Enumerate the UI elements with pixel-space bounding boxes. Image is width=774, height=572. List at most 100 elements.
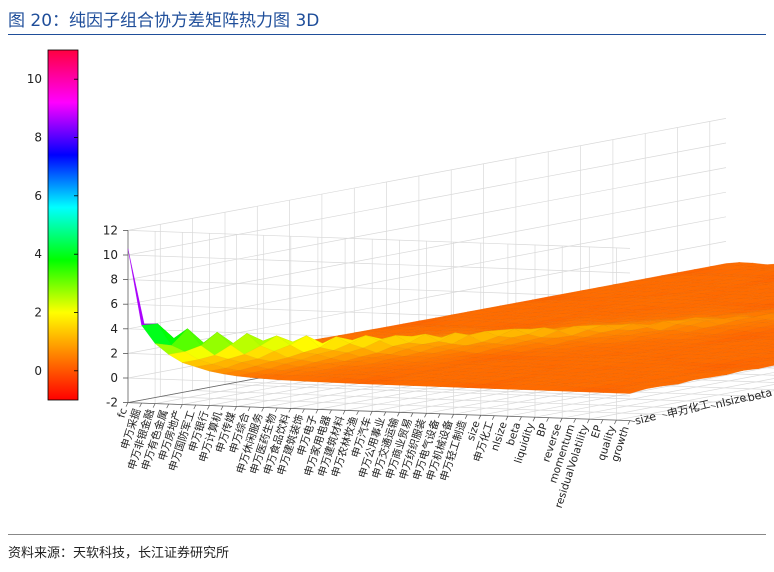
surface-mesh (127, 248, 774, 394)
grid-line (127, 241, 727, 354)
x-tick-mark (424, 413, 427, 418)
x-tick-mark (586, 418, 590, 424)
y-tick-mark (694, 408, 700, 410)
x-tick-label: BP (535, 422, 551, 439)
y-tick-mark (662, 414, 668, 416)
x-tick-mark (179, 404, 183, 409)
x-tick-mark (220, 405, 224, 411)
grid-line (127, 191, 727, 305)
frame-line (127, 402, 631, 421)
x-tick-mark (627, 420, 631, 425)
grid-line (127, 254, 631, 274)
caption-rule (8, 34, 766, 35)
colorbar-tick-label: 2 (34, 306, 42, 320)
y-tick-label: nlsize (714, 391, 748, 411)
colorbar-tick-label: 4 (34, 247, 42, 261)
x-tick-mark (274, 407, 278, 413)
y-tick-mark (629, 420, 636, 422)
x-tick-mark (288, 408, 292, 413)
colorbar-ticks: 0 2 4 6 8 10 (27, 72, 78, 378)
grid-line (224, 384, 728, 403)
grid-line (127, 142, 727, 256)
x-tick-mark (437, 413, 441, 418)
surface-cell (769, 352, 774, 355)
source-rule (8, 534, 766, 535)
x-tick-mark (464, 414, 468, 419)
y-tick-label: size (634, 410, 658, 428)
grid-line (127, 167, 727, 280)
z-tick-label: 8 (110, 273, 118, 287)
surface-cell (769, 335, 774, 338)
y-tick-label: beta (746, 386, 773, 405)
x-tick-mark (247, 406, 251, 412)
grid-line (160, 396, 663, 415)
x-tick-mark (315, 409, 319, 414)
grid-line (480, 359, 774, 416)
grid-line (534, 372, 774, 418)
x-tick-mark (125, 402, 129, 407)
grid-line (192, 390, 695, 409)
x-tick-mark (329, 409, 332, 415)
x-tick-mark (397, 412, 400, 417)
x-tick-mark (451, 414, 454, 419)
x-tick-mark (505, 416, 509, 421)
grid-line (127, 216, 727, 330)
y-tick-mark (743, 399, 749, 401)
x-tick-mark (519, 416, 522, 421)
x-axis-ticks: fc申万采掘申万非银金融申万有色金属申万房地产申万国防军工申万银行申万计算机申万… (116, 402, 632, 510)
colorbar (47, 49, 79, 401)
x-tick-mark (261, 407, 265, 412)
x-tick-mark (369, 411, 373, 416)
x-tick-mark (559, 418, 563, 423)
x-tick-mark (234, 406, 237, 411)
z-tick-label: 6 (110, 297, 118, 311)
z-tick-label: 4 (110, 322, 118, 336)
axis-walls (127, 118, 774, 421)
x-tick-label: size (465, 419, 483, 442)
surface-cell (616, 388, 647, 394)
x-tick-mark (614, 419, 617, 425)
colorbar-rect (47, 49, 79, 401)
surface-cell (127, 248, 158, 326)
x-tick-mark (491, 415, 495, 420)
surface-cell (767, 357, 774, 359)
colorbar-tick-label: 8 (34, 131, 42, 145)
grid-line (127, 279, 631, 298)
x-tick-mark (342, 410, 346, 415)
z-tick-label: 0 (110, 371, 118, 385)
grid-line (562, 378, 774, 419)
grid-line (589, 384, 774, 420)
z-tick-label: 10 (103, 248, 118, 262)
x-tick-mark (302, 408, 305, 414)
x-tick-mark (383, 411, 387, 416)
source-note: 资料来源：天软科技，长江证券研究所 (8, 546, 230, 561)
figure-caption: 图 20：纯因子组合协方差矩阵热力图 3D (8, 11, 320, 31)
grid-line (127, 118, 727, 231)
grid-line (507, 366, 774, 417)
z-tick-label: -2 (106, 396, 118, 410)
z-tick-label: 2 (110, 346, 118, 360)
x-tick-mark (166, 403, 170, 409)
x-tick-mark (573, 418, 577, 423)
colorbar-tick-label: 10 (27, 72, 42, 86)
x-tick-mark (478, 415, 482, 420)
surface-cell (766, 338, 774, 340)
surface-chart: -2 0 2 4 6 8 10 12 fc申万采掘申万非银金融申万有色金属申万房地产申万国防军… (27, 49, 774, 510)
x-tick-label: EP (589, 424, 604, 440)
colorbar-tick-label: 6 (34, 189, 42, 203)
surface-cell (765, 316, 774, 321)
surface-cell (765, 302, 774, 305)
grid-line (616, 390, 774, 421)
x-tick-mark (410, 412, 414, 417)
z-axis-ticks: -2 0 2 4 6 8 10 12 (103, 223, 128, 410)
y-tick-mark (710, 405, 716, 407)
colorbar-tick-label: 0 (34, 364, 42, 378)
x-tick-mark (546, 417, 549, 422)
y-tick-mark (759, 396, 765, 398)
x-tick-mark (532, 417, 536, 422)
surface-cell (771, 312, 774, 314)
grid-line (127, 230, 631, 249)
x-tick-mark (356, 410, 359, 416)
y-tick-mark (726, 402, 733, 404)
x-tick-mark (139, 402, 142, 408)
